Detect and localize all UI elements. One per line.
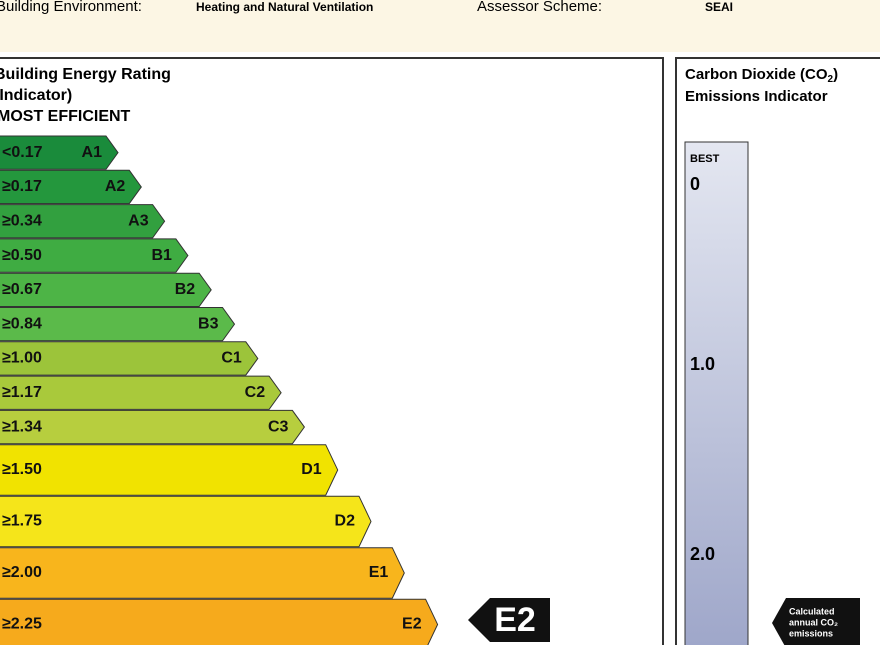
field-value: SEAI xyxy=(705,0,733,14)
co2-title-text: ) xyxy=(833,66,838,83)
field-value: Heating and Natural Ventilation xyxy=(196,0,373,14)
band-threshold: ≥1.00 xyxy=(2,350,42,367)
co2-scale-label: 2.0 xyxy=(690,544,715,564)
ber-subtitle: MOST EFFICIENT xyxy=(0,108,131,125)
co2-title: Emissions Indicator xyxy=(685,88,828,105)
field-label: Building Environment: xyxy=(0,0,142,15)
band-threshold: ≥2.00 xyxy=(2,564,42,581)
rating-band xyxy=(0,409,306,445)
rating-band xyxy=(0,169,142,205)
rating-band xyxy=(0,547,405,599)
band-grade: A1 xyxy=(82,144,103,161)
rating-band xyxy=(0,495,372,548)
band-grade: A2 xyxy=(105,178,126,195)
band-threshold: ≥1.17 xyxy=(2,384,42,401)
co2-marker-text: annual CO₂ xyxy=(789,617,838,627)
band-threshold: ≥0.84 xyxy=(2,315,42,332)
band-grade: E1 xyxy=(369,564,389,581)
co2-marker-arrow xyxy=(772,598,860,645)
band-threshold: ≥0.34 xyxy=(2,212,42,229)
rating-band xyxy=(0,307,236,342)
rating-band xyxy=(0,272,212,307)
co2-scale-bar xyxy=(684,141,749,645)
co2-title-sub: 2 xyxy=(828,74,834,85)
co2-marker-text: emissions xyxy=(789,628,833,638)
band-threshold: <0.17 xyxy=(2,144,43,161)
co2-scale-label: 0 xyxy=(690,174,700,194)
band-threshold: ≥0.50 xyxy=(2,247,42,264)
rating-band xyxy=(0,238,189,273)
band-grade: A3 xyxy=(128,212,149,229)
band-threshold: ≥1.34 xyxy=(2,418,42,435)
current-rating-arrow xyxy=(468,598,550,642)
co2-best: BEST xyxy=(690,153,720,165)
band-grade: C1 xyxy=(221,350,242,367)
co2-scale-label: 1.0 xyxy=(690,354,715,374)
ber-title: (Indicator) xyxy=(0,87,72,104)
co2-title-text: Carbon Dioxide (CO xyxy=(685,66,828,83)
co2-marker-text: Calculated xyxy=(789,606,835,616)
band-grade: C2 xyxy=(245,384,266,401)
ber-title: Building Energy Rating xyxy=(0,66,171,83)
rating-band xyxy=(0,204,166,239)
band-grade: D2 xyxy=(335,513,356,530)
band-threshold: ≥2.25 xyxy=(2,616,42,633)
rating-band xyxy=(0,135,119,170)
band-threshold: ≥1.50 xyxy=(2,461,42,478)
header-band xyxy=(0,0,880,52)
band-grade: C3 xyxy=(268,418,289,435)
field-label: Assessor Scheme: xyxy=(477,0,602,15)
current-rating: E2 xyxy=(494,601,536,639)
rating-bands: <0.17 A1 ≥0.17 A2 ≥0.34 A3 ≥0.50 B1 ≥0.67 B2 ≥0.84… xyxy=(0,135,439,645)
band-grade: B3 xyxy=(198,315,219,332)
rating-band xyxy=(0,375,282,410)
rating-band xyxy=(0,444,339,496)
band-threshold: ≥0.17 xyxy=(2,178,42,195)
band-grade: B1 xyxy=(151,247,172,264)
band-threshold: ≥1.75 xyxy=(2,513,42,530)
band-grade: B2 xyxy=(175,281,196,298)
rating-band xyxy=(0,341,259,376)
band-grade: D1 xyxy=(301,461,322,478)
co2-title: Carbon Dioxide (CO2) xyxy=(685,66,838,85)
band-grade: E2 xyxy=(402,616,422,633)
band-threshold: ≥0.67 xyxy=(2,281,42,298)
rating-band xyxy=(0,598,439,645)
